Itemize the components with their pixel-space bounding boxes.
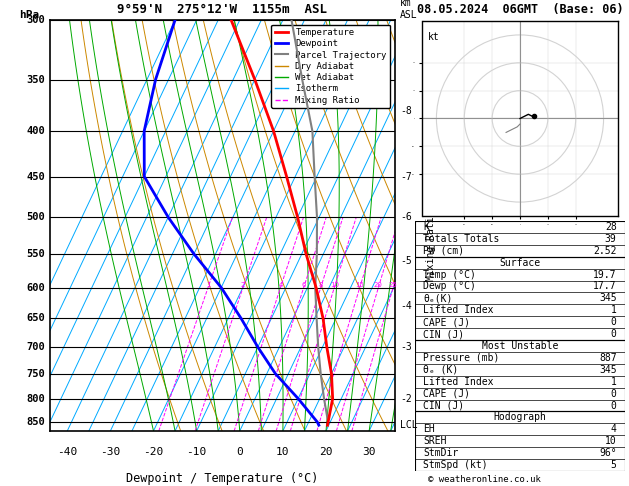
Text: 0: 0: [611, 400, 616, 411]
Text: 25: 25: [389, 281, 398, 288]
Text: SREH: SREH: [423, 436, 447, 446]
Text: Lifted Index: Lifted Index: [423, 305, 494, 315]
Text: 20: 20: [374, 281, 383, 288]
Text: 345: 345: [599, 365, 616, 375]
Text: 1: 1: [611, 377, 616, 387]
Text: © weatheronline.co.uk: © weatheronline.co.uk: [428, 474, 540, 484]
Text: 500: 500: [26, 212, 45, 222]
Text: LCL: LCL: [400, 420, 418, 430]
Text: 10: 10: [605, 436, 616, 446]
Text: 0: 0: [611, 389, 616, 399]
Text: 650: 650: [26, 313, 45, 324]
Text: 4: 4: [611, 424, 616, 434]
Text: EH: EH: [423, 424, 435, 434]
Text: 8: 8: [318, 281, 323, 288]
Text: -10: -10: [187, 448, 207, 457]
Text: 800: 800: [26, 394, 45, 403]
Text: 300: 300: [26, 15, 45, 25]
Text: -20: -20: [143, 448, 164, 457]
Text: -5: -5: [400, 256, 412, 266]
Text: 750: 750: [26, 369, 45, 379]
Text: 96°: 96°: [599, 448, 616, 458]
Text: StmDir: StmDir: [423, 448, 459, 458]
Text: 0: 0: [237, 448, 243, 457]
Text: 39: 39: [605, 234, 616, 244]
Text: Dewp (°C): Dewp (°C): [423, 281, 476, 292]
Text: -4: -4: [400, 301, 412, 312]
Text: Totals Totals: Totals Totals: [423, 234, 500, 244]
Text: kt: kt: [428, 32, 440, 42]
Text: 15: 15: [355, 281, 364, 288]
Text: -2: -2: [400, 394, 412, 403]
Text: K: K: [423, 222, 429, 232]
Text: 887: 887: [599, 353, 616, 363]
Text: -8: -8: [400, 106, 412, 116]
Text: km
ASL: km ASL: [400, 0, 418, 20]
Text: 9°59'N  275°12'W  1155m  ASL: 9°59'N 275°12'W 1155m ASL: [118, 3, 328, 16]
Text: 19.7: 19.7: [593, 270, 616, 279]
Text: CIN (J): CIN (J): [423, 400, 465, 411]
Text: 2.52: 2.52: [593, 246, 616, 256]
Text: 550: 550: [26, 249, 45, 259]
Text: 0: 0: [611, 329, 616, 339]
Text: Hodograph: Hodograph: [494, 413, 547, 422]
Text: 30: 30: [362, 448, 376, 457]
Text: hPa: hPa: [19, 10, 40, 20]
Legend: Temperature, Dewpoint, Parcel Trajectory, Dry Adiabat, Wet Adiabat, Isotherm, Mi: Temperature, Dewpoint, Parcel Trajectory…: [271, 24, 391, 108]
Text: CIN (J): CIN (J): [423, 329, 465, 339]
Text: 20: 20: [320, 448, 333, 457]
Text: 10: 10: [276, 448, 289, 457]
Text: Most Unstable: Most Unstable: [482, 341, 558, 351]
Text: 400: 400: [26, 126, 45, 136]
Text: 4: 4: [278, 281, 282, 288]
Text: Lifted Index: Lifted Index: [423, 377, 494, 387]
Text: StmSpd (kt): StmSpd (kt): [423, 460, 488, 470]
Text: 700: 700: [26, 342, 45, 352]
Text: CAPE (J): CAPE (J): [423, 317, 470, 327]
Text: 1: 1: [611, 305, 616, 315]
Text: 1: 1: [206, 281, 210, 288]
Text: 0: 0: [611, 317, 616, 327]
Text: 850: 850: [26, 417, 45, 427]
Text: 5: 5: [611, 460, 616, 470]
Text: 450: 450: [26, 172, 45, 181]
Text: 10: 10: [330, 281, 339, 288]
Text: Temp (°C): Temp (°C): [423, 270, 476, 279]
Text: 2: 2: [241, 281, 245, 288]
Text: Dewpoint / Temperature (°C): Dewpoint / Temperature (°C): [126, 472, 319, 485]
Text: -7: -7: [400, 172, 412, 181]
Text: 350: 350: [26, 74, 45, 85]
Text: PW (cm): PW (cm): [423, 246, 465, 256]
Text: 08.05.2024  06GMT  (Base: 06): 08.05.2024 06GMT (Base: 06): [416, 3, 623, 16]
Text: θₑ (K): θₑ (K): [423, 365, 459, 375]
Text: Pressure (mb): Pressure (mb): [423, 353, 500, 363]
Text: 17.7: 17.7: [593, 281, 616, 292]
Text: θₑ(K): θₑ(K): [423, 294, 453, 303]
Text: Mixing Ratio (g/kg): Mixing Ratio (g/kg): [426, 170, 436, 281]
Text: CAPE (J): CAPE (J): [423, 389, 470, 399]
Text: -3: -3: [400, 342, 412, 352]
Text: -6: -6: [400, 212, 412, 222]
Text: 345: 345: [599, 294, 616, 303]
Text: 6: 6: [301, 281, 306, 288]
Text: 600: 600: [26, 282, 45, 293]
Text: 28: 28: [605, 222, 616, 232]
Text: -40: -40: [57, 448, 77, 457]
Text: Surface: Surface: [499, 258, 540, 268]
Text: -30: -30: [100, 448, 121, 457]
